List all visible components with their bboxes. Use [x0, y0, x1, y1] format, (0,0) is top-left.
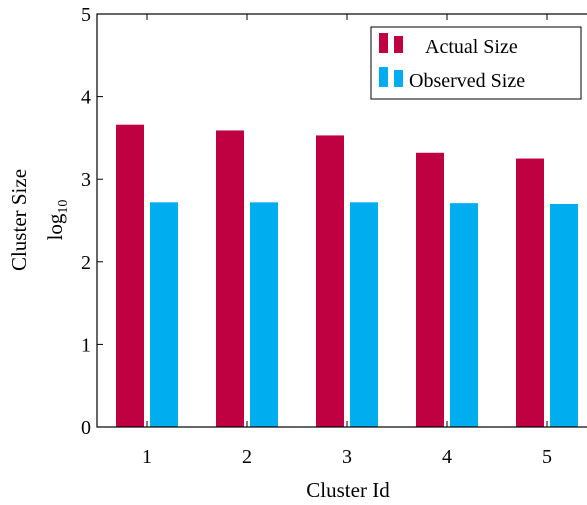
legend-box: [370, 26, 582, 100]
x-tick-label: 1: [142, 446, 152, 468]
x-tick-label: 2: [242, 446, 252, 468]
bar-observed-cluster-4: [450, 203, 478, 427]
y-tick-label: 3: [81, 169, 91, 191]
bar-observed-cluster-1: [150, 202, 178, 427]
y-tick-label: 1: [81, 334, 91, 356]
y-tick-label: 5: [81, 4, 91, 26]
tick-labels-group: 0 1 2 3 4 5 1 2 3 4 5: [81, 4, 552, 468]
legend-swatch-actual: [379, 33, 388, 53]
x-axis-label: Cluster Id: [306, 478, 390, 502]
bar-observed-cluster-5: [550, 203, 578, 427]
y-axis-label-line1: Cluster Size: [7, 169, 31, 271]
axis-frame: [96, 13, 587, 428]
bar-actual-cluster-5: [516, 158, 544, 428]
bar-actual-cluster-3: [316, 135, 344, 427]
y-tick-label: 2: [81, 252, 91, 274]
y-axis-label: Cluster Size log10: [7, 169, 71, 271]
legend-swatch-observed: [379, 67, 388, 87]
bar-actual-cluster-2: [216, 130, 244, 427]
legend-item-observed: Observed Size: [379, 67, 525, 92]
bar-actual-cluster-4: [416, 152, 444, 427]
y-tick-label: 0: [81, 417, 91, 439]
legend-label-actual: Actual Size: [425, 36, 518, 58]
y-axis-label-line2: log10: [43, 200, 71, 241]
bar-observed-cluster-3: [350, 202, 378, 427]
legend-swatch-actual: [394, 36, 403, 53]
y-axis-label-log: log: [43, 213, 67, 240]
x-tick-label: 4: [442, 446, 452, 468]
legend: Actual Size Observed Size: [370, 26, 582, 100]
legend-label-observed: Observed Size: [409, 70, 525, 92]
bar-actual-cluster-1: [116, 124, 144, 428]
legend-item-actual: Actual Size: [379, 33, 518, 58]
bar-observed-cluster-2: [250, 202, 278, 427]
y-tick-label: 4: [81, 87, 91, 109]
legend-swatch-observed: [394, 70, 403, 87]
x-tick-label: 3: [342, 446, 352, 468]
y-axis-label-subscript: 10: [56, 200, 71, 214]
bars-group: [116, 124, 578, 428]
x-tick-label: 5: [542, 446, 552, 468]
